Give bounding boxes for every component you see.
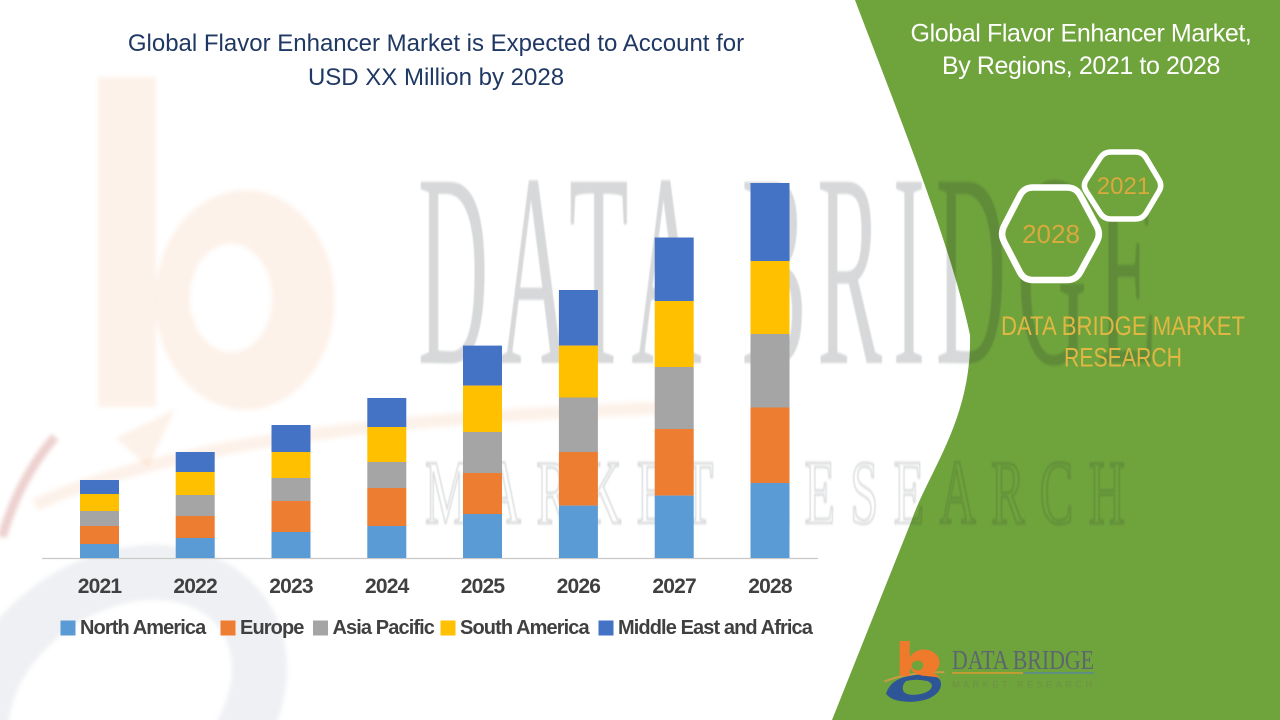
svg-text:2023: 2023 (269, 575, 313, 598)
svg-text:By Regions, 2021 to 2028: By Regions, 2021 to 2028 (942, 52, 1220, 80)
svg-text:DATA BRIDGE: DATA BRIDGE (952, 645, 1094, 675)
svg-text:2025: 2025 (461, 575, 506, 598)
svg-text:South America: South America (460, 617, 590, 639)
svg-text:DATA BRIDGE MARKET: DATA BRIDGE MARKET (1001, 311, 1245, 341)
svg-text:2022: 2022 (173, 575, 217, 598)
svg-text:2027: 2027 (652, 575, 696, 598)
svg-text:2028: 2028 (1022, 219, 1080, 249)
svg-text:2021: 2021 (1097, 173, 1150, 200)
svg-text:Middle East and Africa: Middle East and Africa (618, 617, 814, 639)
svg-text:2024: 2024 (365, 575, 410, 598)
svg-text:North America: North America (80, 617, 207, 639)
svg-text:RESEARCH: RESEARCH (1064, 343, 1182, 373)
svg-text:2021: 2021 (78, 575, 123, 598)
svg-text:2028: 2028 (748, 575, 793, 598)
svg-text:USD XX Million by 2028: USD XX Million by 2028 (308, 64, 564, 91)
svg-text:Global Flavor Enhancer Market,: Global Flavor Enhancer Market, (911, 20, 1252, 48)
svg-text:2026: 2026 (557, 575, 601, 598)
svg-text:Europe: Europe (240, 617, 304, 639)
svg-text:Asia Pacific: Asia Pacific (333, 617, 435, 639)
svg-text:MARKET RESEARCH: MARKET RESEARCH (952, 680, 1092, 690)
svg-text:Global Flavor Enhancer Market: Global Flavor Enhancer Market is Expecte… (128, 30, 744, 57)
